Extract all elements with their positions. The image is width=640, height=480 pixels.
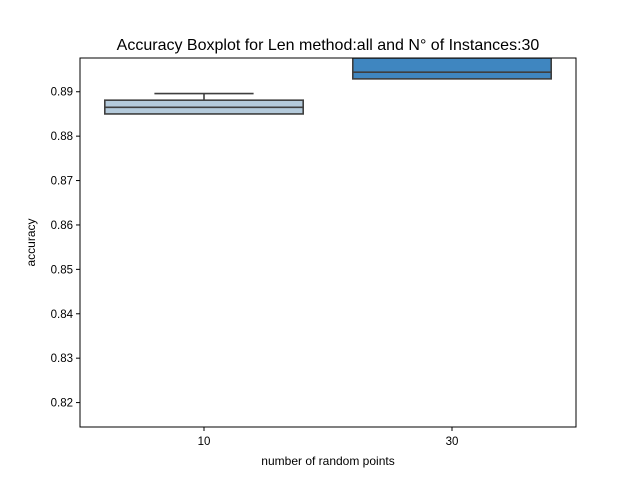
x-axis-label: number of random points — [261, 454, 394, 468]
y-tick-label: 0.84 — [51, 309, 74, 321]
box-body — [351, 58, 552, 80]
box-10 — [104, 92, 304, 115]
y-tick-label: 0.89 — [51, 87, 73, 99]
y-axis-label: accuracy — [24, 218, 38, 266]
x-axis: 10 30 — [198, 427, 459, 448]
y-axis: 0.82 0.83 0.84 0.85 0.86 0.87 0.88 0.89 — [51, 87, 80, 410]
y-tick-label: 0.86 — [51, 220, 73, 232]
plot-frame — [79, 57, 577, 428]
y-tick-label: 0.88 — [51, 131, 73, 143]
plot-area — [104, 58, 552, 115]
y-tick-label: 0.87 — [51, 176, 73, 188]
x-tick-label: 30 — [446, 436, 459, 448]
chart-title: Accuracy Boxplot for Len method:all and … — [117, 37, 540, 54]
y-tick-label: 0.85 — [51, 264, 73, 276]
y-tick-label: 0.83 — [51, 353, 73, 365]
y-tick-label: 0.82 — [51, 398, 73, 410]
x-tick-label: 10 — [198, 436, 211, 448]
box-30 — [351, 58, 552, 80]
